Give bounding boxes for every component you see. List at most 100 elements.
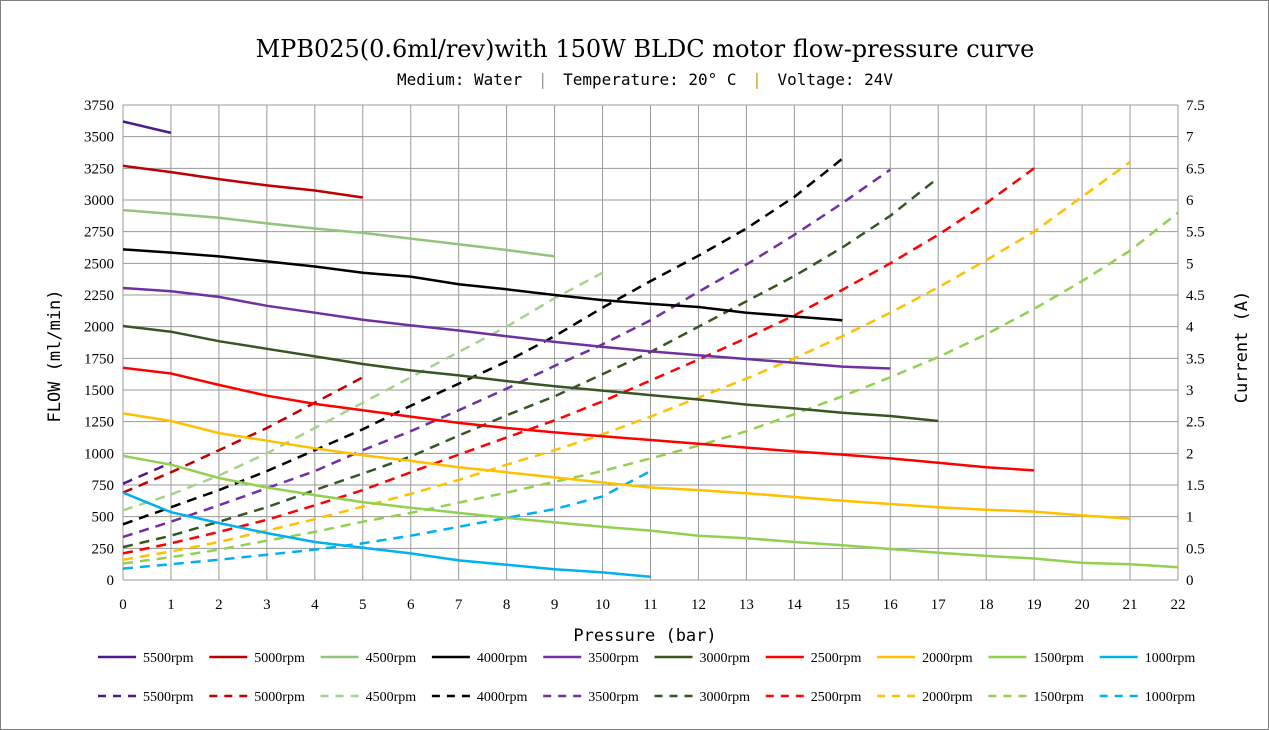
subtitle-medium: Medium: Water	[397, 70, 523, 89]
current-line-1500rpm	[122, 211, 1179, 565]
legend-label-flow: 1000rpm	[1145, 651, 1196, 666]
y2-tick-label: 1	[1186, 510, 1194, 526]
y-axis-label: FLOW (ml/min)	[45, 289, 65, 422]
x-tick-label: 4	[311, 597, 319, 613]
x-tick-label: 3	[263, 597, 271, 613]
legend-label-flow: 3500rpm	[588, 651, 639, 666]
y-tick-label: 750	[92, 478, 115, 494]
flow-line-2000rpm	[122, 412, 1131, 520]
current-line-2500rpm	[122, 167, 1035, 555]
flow-line-1500rpm	[122, 454, 1179, 569]
x-tick-label: 20	[1075, 597, 1090, 613]
y-tick-label: 1000	[84, 446, 114, 462]
chart-title: MPB025(0.6ml/rev)with 150W BLDC motor fl…	[256, 35, 1035, 63]
y-tick-label: 1250	[84, 415, 114, 431]
y2-tick-label: 5.5	[1186, 225, 1205, 241]
axis-ticks: 0 1 2 3 4 5 6 7 8 9 10 11 12 13 14 15 16 17 18 19 20 21 220250…	[84, 98, 1205, 613]
x-tick-label: 12	[691, 597, 706, 613]
y2-tick-label: 6.5	[1186, 161, 1205, 177]
current-line-5500rpm	[122, 461, 172, 485]
x-tick-label: 10	[595, 597, 610, 613]
series	[122, 120, 1179, 579]
y2-tick-label: 4	[1186, 320, 1194, 336]
x-tick-label: 6	[407, 597, 415, 613]
y2-tick-label: 7.5	[1186, 98, 1205, 114]
legend-label-current: 5000rpm	[254, 690, 305, 705]
y2-tick-label: 3	[1186, 383, 1194, 399]
flow-line-3500rpm	[122, 286, 891, 370]
current-line-3500rpm	[122, 168, 892, 539]
flow-line-4000rpm	[122, 248, 843, 322]
x-tick-label: 1	[167, 597, 175, 613]
current-line-1000rpm	[122, 469, 652, 570]
x-tick-label: 15	[835, 597, 850, 613]
grid	[122, 104, 1179, 581]
y2-tick-label: 4.5	[1186, 288, 1205, 304]
current-line-5000rpm	[122, 376, 364, 494]
current-line-3000rpm	[122, 176, 939, 549]
x-tick-label: 2	[215, 597, 223, 613]
x-tick-label: 0	[119, 597, 127, 613]
legend-label-flow: 5500rpm	[143, 651, 194, 666]
y2-axis-label: Current (A)	[1232, 291, 1252, 404]
legend-label-current: 1000rpm	[1145, 690, 1196, 705]
flow-line-5500rpm	[122, 120, 172, 135]
flow-line-1000rpm	[122, 491, 651, 579]
y-tick-label: 1750	[84, 351, 114, 367]
x-tick-label: 13	[739, 597, 754, 613]
y2-tick-label: 3.5	[1186, 351, 1205, 367]
legend-label-flow: 4000rpm	[477, 651, 528, 666]
x-axis-label: Pressure (bar)	[573, 626, 716, 646]
legend-label-flow: 5000rpm	[254, 651, 305, 666]
x-tick-label: 14	[787, 597, 803, 613]
subtitle-separator-1: |	[538, 70, 548, 89]
y2-tick-label: 0	[1186, 573, 1194, 589]
flow-line-4500rpm	[122, 208, 555, 258]
legend: 5500rpm 5000rpm 4500rpm 4000rpm 3500rpm 3000r…	[98, 651, 1195, 705]
y2-tick-label: 0.5	[1186, 541, 1205, 557]
flow-line-5000rpm	[122, 164, 363, 199]
x-tick-label: 16	[883, 597, 899, 613]
legend-label-current: 2500rpm	[811, 690, 862, 705]
y2-tick-label: 1.5	[1186, 478, 1205, 494]
y-tick-label: 0	[107, 573, 115, 589]
current-line-2000rpm	[122, 160, 1131, 561]
x-tick-label: 19	[1027, 597, 1042, 613]
x-tick-label: 5	[359, 597, 367, 613]
x-tick-label: 8	[503, 597, 511, 613]
legend-label-flow: 1500rpm	[1033, 651, 1084, 666]
y2-tick-label: 6	[1186, 193, 1194, 209]
x-tick-label: 17	[931, 597, 947, 613]
y2-tick-label: 2	[1186, 446, 1194, 462]
y-tick-label: 3500	[84, 130, 114, 146]
subtitle-separator-2: |	[752, 70, 762, 89]
x-tick-label: 7	[455, 597, 463, 613]
y-tick-label: 1500	[84, 383, 114, 399]
legend-label-current: 3500rpm	[588, 690, 639, 705]
y-tick-label: 2500	[84, 256, 114, 272]
y-tick-label: 2000	[84, 320, 114, 336]
legend-label-flow: 2000rpm	[922, 651, 973, 666]
x-tick-label: 9	[551, 597, 559, 613]
y2-tick-label: 2.5	[1186, 415, 1205, 431]
legend-label-current: 5500rpm	[143, 690, 194, 705]
flow-line-3000rpm	[122, 324, 939, 423]
y2-tick-label: 5	[1186, 256, 1194, 272]
legend-label-current: 3000rpm	[700, 690, 751, 705]
x-tick-label: 21	[1123, 597, 1138, 613]
y-tick-label: 3000	[84, 193, 114, 209]
x-tick-label: 18	[979, 597, 994, 613]
chart-subtitle: Medium: Water | Temperature: 20° C | Vol…	[397, 70, 893, 89]
legend-label-flow: 3000rpm	[700, 651, 751, 666]
y-tick-label: 2250	[84, 288, 114, 304]
y-tick-label: 3250	[84, 161, 114, 177]
subtitle-voltage: Voltage: 24V	[777, 70, 893, 89]
y-tick-label: 3750	[84, 98, 114, 114]
x-tick-label: 22	[1171, 597, 1186, 613]
y-tick-label: 250	[92, 541, 115, 557]
flow-line-2500rpm	[122, 366, 1035, 472]
current-line-4500rpm	[122, 271, 604, 512]
